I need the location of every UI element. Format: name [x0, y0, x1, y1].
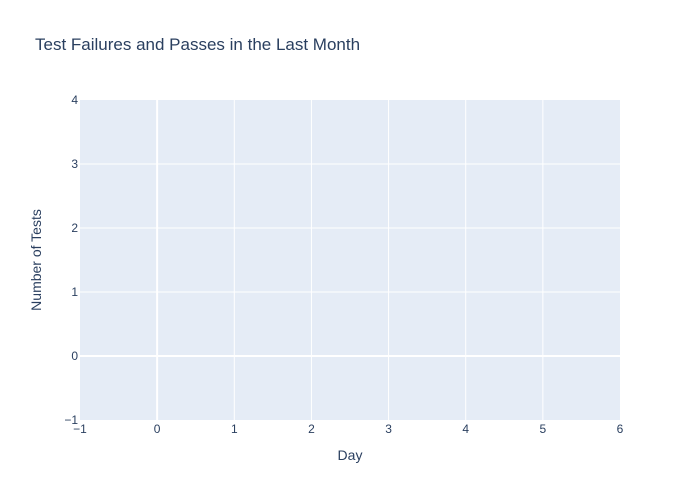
x-tick-label: 6 [617, 422, 624, 436]
x-tick-label: 2 [308, 422, 315, 436]
y-tick-label: 0 [71, 349, 78, 363]
y-tick-label: −1 [64, 413, 78, 427]
y-tick-label: 4 [71, 93, 78, 107]
x-tick-label: 5 [540, 422, 547, 436]
y-axis-ticks: −1 0 1 2 3 4 [64, 93, 78, 427]
y-tick-label: 2 [71, 221, 78, 235]
y-axis-title: Number of Tests [28, 209, 44, 311]
y-tick-label: 1 [71, 285, 78, 299]
x-tick-label: −1 [73, 422, 87, 436]
x-axis-title: Day [338, 447, 363, 463]
plot-background [80, 100, 620, 420]
x-axis-ticks: −1 0 1 2 3 4 5 6 [73, 422, 624, 436]
x-tick-label: 1 [231, 422, 238, 436]
x-tick-label: 0 [154, 422, 161, 436]
x-tick-label: 3 [385, 422, 392, 436]
chart-title: Test Failures and Passes in the Last Mon… [35, 35, 360, 54]
y-tick-label: 3 [71, 157, 78, 171]
grid-lines [80, 100, 620, 420]
x-tick-label: 4 [462, 422, 469, 436]
